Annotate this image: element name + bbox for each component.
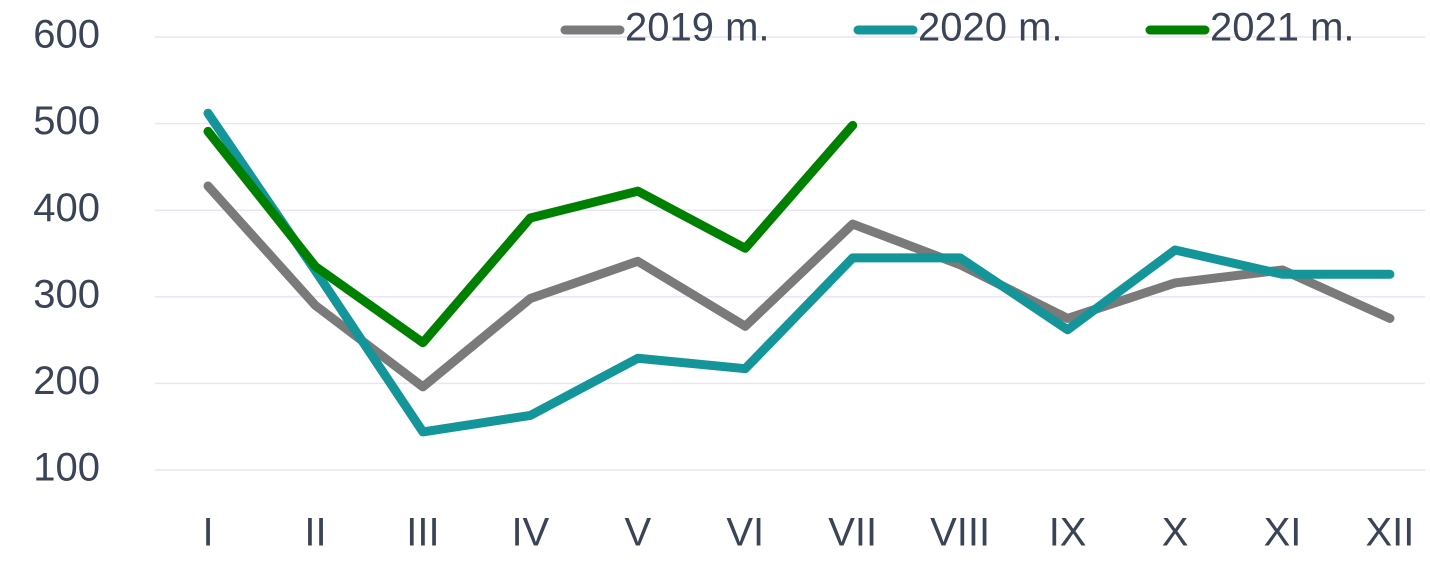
legend-label: 2019 m. bbox=[625, 6, 770, 50]
x-tick-label: IX bbox=[1049, 511, 1087, 555]
x-tick-label: V bbox=[624, 511, 651, 555]
x-tick-label: XII bbox=[1365, 511, 1414, 555]
y-tick-label: 200 bbox=[33, 359, 100, 403]
y-tick-label: 400 bbox=[33, 186, 100, 230]
x-tick-label: IV bbox=[511, 511, 549, 555]
series-line bbox=[203, 181, 1395, 392]
y-tick-label: 300 bbox=[33, 272, 100, 316]
y-tick-label: 600 bbox=[33, 13, 100, 57]
x-tick-label: XI bbox=[1264, 511, 1302, 555]
x-tick-label: III bbox=[406, 511, 439, 555]
legend-label: 2020 m. bbox=[918, 6, 1063, 50]
series-line bbox=[203, 108, 1395, 437]
y-tick-label: 500 bbox=[33, 99, 100, 143]
x-tick-label: VII bbox=[828, 511, 877, 555]
x-tick-label: I bbox=[202, 511, 213, 555]
series-line bbox=[203, 120, 858, 348]
legend-label: 2021 m. bbox=[1210, 6, 1355, 50]
x-tick-label: VIII bbox=[930, 511, 990, 555]
x-tick-label: X bbox=[1162, 511, 1189, 555]
x-tick-label: VI bbox=[726, 511, 764, 555]
x-tick-label: II bbox=[304, 511, 326, 555]
y-tick-label: 100 bbox=[33, 446, 100, 490]
